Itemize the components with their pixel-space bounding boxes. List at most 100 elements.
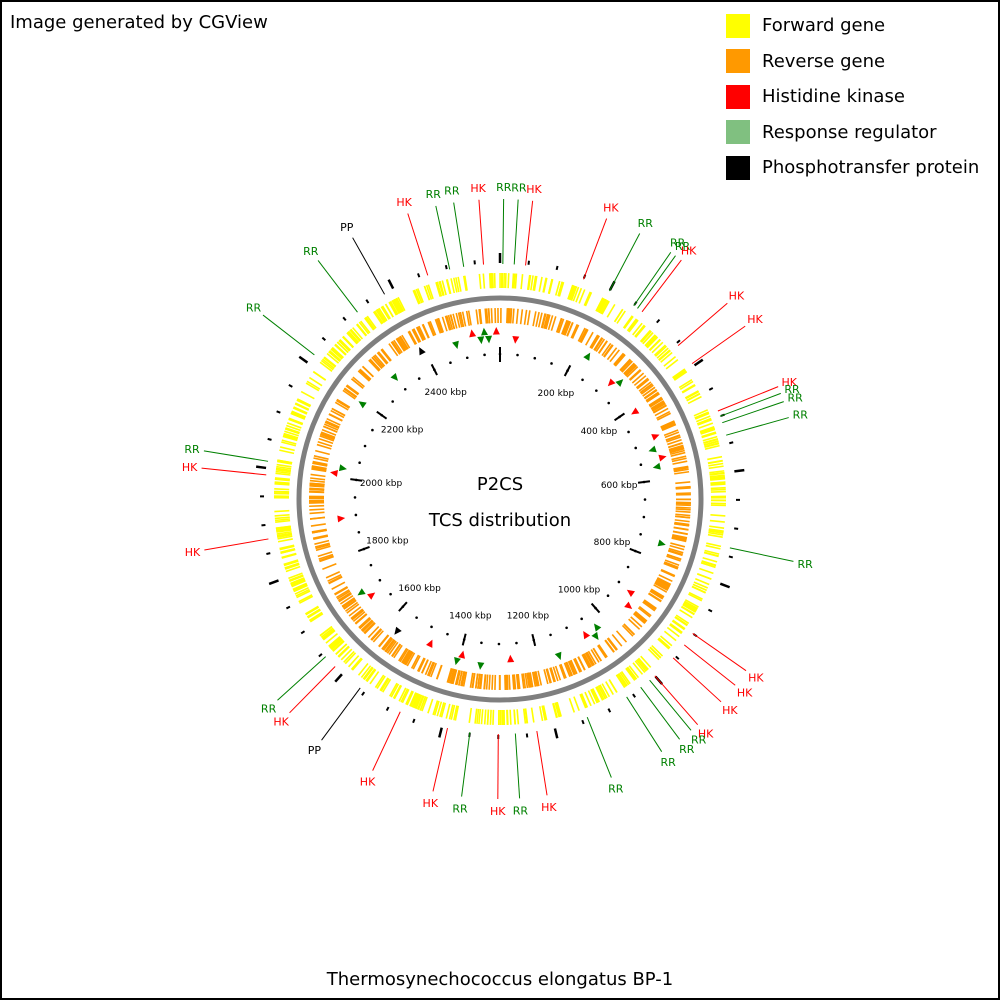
reverse-gene-mark: [570, 659, 578, 675]
reverse-gene-mark: [631, 372, 645, 384]
reverse-gene-mark: [650, 589, 664, 599]
reverse-gene-mark: [427, 321, 435, 337]
forward-gene-mark: [669, 623, 683, 635]
forward-gene-mark: [557, 281, 564, 297]
forward-gene-mark: [309, 613, 324, 623]
forward-gene-mark: [572, 286, 580, 302]
reverse-gene-mark: [354, 613, 368, 625]
reverse-gene-mark: [650, 588, 665, 598]
ruler-tick-label: 200 kbp: [538, 389, 575, 399]
forward-gene-mark: [332, 640, 345, 652]
forward-gene-mark: [413, 289, 421, 305]
forward-gene-mark: [288, 574, 304, 582]
forward-gene-mark: [622, 315, 633, 329]
feature-leader-line: [692, 633, 747, 672]
forward-gene-mark: [637, 657, 649, 671]
forward-gene-mark: [533, 275, 538, 291]
reverse-gene-mark: [578, 328, 588, 343]
feature-label: RR: [798, 558, 814, 571]
forward-gene-mark: [584, 691, 592, 707]
reverse-gene-mark: [522, 673, 527, 689]
reverse-gene-mark: [649, 590, 664, 600]
reverse-gene-mark: [309, 504, 325, 508]
forward-gene-mark: [274, 516, 290, 520]
reverse-gene-mark: [348, 606, 362, 617]
forward-gene-mark: [514, 273, 518, 289]
forward-gene-mark: [329, 350, 342, 362]
forward-gene-mark: [520, 274, 524, 290]
forward-gene-mark: [441, 280, 447, 296]
forward-gene-mark: [369, 671, 380, 685]
reverse-gene-mark: [411, 328, 420, 344]
reverse-gene-mark: [580, 329, 589, 344]
feature-leader-line: [672, 657, 722, 703]
reverse-gene-mark: [358, 369, 371, 381]
feature-label: PP: [340, 221, 354, 234]
feature-labels: RR RR HKHKRRRRRRHKHKHKHKRRRRRRRRHKHKHKHKRR…: [182, 181, 813, 818]
reverse-gene-mark: [459, 312, 465, 328]
tcs-marker: [485, 335, 493, 344]
reverse-gene-mark: [638, 381, 652, 392]
forward-gene-mark: [687, 395, 702, 405]
ruler-tick-label: 1000 kbp: [558, 585, 601, 595]
outer-tick: [707, 608, 713, 613]
feature-leader-line: [683, 644, 736, 686]
forward-gene-mark: [478, 273, 482, 289]
legend-label: Response regulator: [762, 121, 937, 143]
forward-gene-mark: [684, 599, 699, 608]
reverse-gene-mark: [315, 543, 331, 550]
forward-gene-mark: [530, 707, 535, 723]
forward-gene-mark: [450, 278, 456, 294]
feature-leader-line: [453, 202, 465, 267]
forward-gene-mark: [339, 339, 352, 351]
forward-gene-mark: [685, 390, 700, 400]
tcs-marker: [631, 407, 640, 415]
feature-leader-line: [641, 259, 682, 313]
forward-gene-mark: [427, 284, 434, 300]
reverse-gene-mark: [367, 625, 380, 638]
ruler-dot: [378, 578, 382, 582]
reverse-gene-mark: [407, 331, 417, 346]
ruler-dot: [371, 428, 374, 432]
forward-gene-mark: [290, 578, 306, 586]
legend-swatch: [726, 49, 750, 74]
ruler-dot: [516, 353, 519, 357]
reverse-gene-mark: [330, 409, 345, 419]
forward-gene-mark: [488, 273, 492, 289]
reverse-gene-mark: [675, 481, 691, 485]
reverse-gene-mark: [406, 652, 416, 667]
reverse-gene-mark: [636, 378, 650, 390]
forward-gene-mark: [601, 683, 611, 698]
outer-tick: [255, 465, 267, 470]
outer-tick: [276, 410, 281, 414]
forward-gene-mark: [279, 545, 295, 551]
feature-label: RR: [426, 188, 442, 201]
tcs-marker: [390, 372, 399, 381]
forward-gene-mark: [701, 431, 717, 438]
ruler-dot: [549, 633, 552, 637]
forward-gene-mark: [708, 465, 724, 470]
forward-gene-mark: [330, 348, 343, 360]
forward-gene-mark: [480, 709, 484, 725]
reverse-gene-mark: [451, 669, 457, 685]
forward-gene-mark: [308, 376, 323, 387]
forward-gene-mark: [274, 490, 290, 493]
forward-gene-mark: [275, 468, 291, 473]
forward-gene-mark: [634, 324, 646, 338]
reverse-gene-mark: [417, 657, 426, 673]
ruler-dot: [642, 515, 646, 519]
reverse-gene-mark: [422, 323, 430, 339]
forward-gene-mark: [292, 582, 308, 591]
reverse-gene-mark: [531, 671, 537, 687]
reverse-gene-mark: [408, 330, 418, 345]
reverse-gene-mark: [323, 425, 338, 433]
forward-gene-mark: [696, 573, 712, 580]
reverse-gene-mark: [311, 528, 327, 533]
reverse-gene-mark: [325, 570, 341, 579]
reverse-gene-mark: [415, 326, 424, 342]
reverse-gene-mark: [664, 559, 680, 567]
reverse-gene-mark: [362, 365, 374, 378]
feature-label: HK: [182, 461, 198, 474]
reverse-gene-mark: [626, 366, 639, 378]
feature-label: RR: [511, 182, 527, 195]
